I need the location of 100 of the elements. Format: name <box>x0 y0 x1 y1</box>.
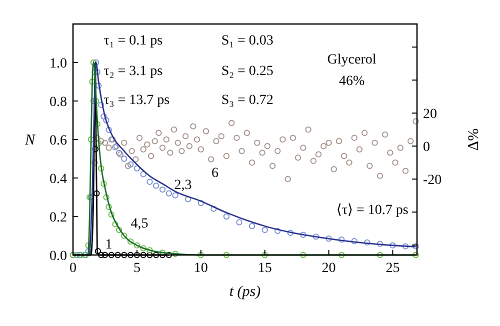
point <box>287 230 294 236</box>
point <box>159 252 166 258</box>
annotation: 6 <box>211 166 218 182</box>
point <box>146 252 153 258</box>
point <box>106 126 112 133</box>
point <box>198 200 204 206</box>
annotation: S₂ = 0.25 <box>221 64 274 80</box>
y-tick-label: 0.0 <box>50 249 67 264</box>
annotation: 1 <box>105 237 112 252</box>
point <box>140 252 146 258</box>
annotation: S₁ = 0.03 <box>221 33 274 48</box>
point <box>172 250 178 257</box>
point <box>108 252 114 258</box>
y-tick-label: 0.8 <box>50 95 67 110</box>
point <box>140 171 146 178</box>
point <box>198 252 204 258</box>
point <box>146 178 153 185</box>
point <box>94 248 102 254</box>
y-tick-label: 0.6 <box>50 134 67 148</box>
annotation: S₃ = 0.72 <box>221 93 274 108</box>
y2-axis-title: Δ% <box>466 128 482 151</box>
annotation: 2,3 <box>174 178 192 193</box>
point <box>376 252 384 258</box>
point <box>121 252 128 258</box>
point <box>262 252 268 258</box>
annotation: τ₃ = 13.7 ps <box>104 93 170 108</box>
point <box>106 204 112 210</box>
point <box>134 242 140 248</box>
point <box>172 192 178 198</box>
point <box>74 252 80 258</box>
point <box>102 252 108 258</box>
point <box>159 186 166 193</box>
point <box>300 232 306 238</box>
point <box>184 196 192 202</box>
y-tick-label: 0.2 <box>50 210 67 226</box>
x-tick-label: 5 <box>133 261 140 276</box>
point <box>300 252 306 258</box>
y-tick-label: 0.4 <box>50 172 67 187</box>
point <box>223 213 230 220</box>
point <box>153 252 160 258</box>
annotation: Glycerol <box>327 52 376 68</box>
annotation: τ₂ = 3.1 ps <box>104 64 163 80</box>
point <box>223 252 230 258</box>
point <box>103 194 110 200</box>
point <box>402 243 409 250</box>
point <box>98 165 104 172</box>
point <box>140 245 146 252</box>
annotation: τ₁ = 0.1 ps <box>104 33 163 48</box>
point <box>210 206 217 212</box>
point <box>100 180 107 187</box>
point <box>92 98 100 104</box>
annotation: 46% <box>338 74 365 89</box>
point <box>166 252 172 258</box>
point <box>274 228 281 234</box>
point <box>262 226 268 234</box>
point <box>108 211 114 218</box>
x-axis-title: t (ps) <box>229 284 261 300</box>
point <box>121 156 128 162</box>
y2-tick-label: 20 <box>423 107 437 122</box>
point <box>127 252 134 258</box>
y2-tick-label: -20 <box>423 173 442 188</box>
point <box>166 190 172 196</box>
point <box>412 243 419 250</box>
point <box>326 236 332 242</box>
point <box>121 232 128 239</box>
x-tick-label: 10 <box>194 261 208 276</box>
point <box>103 117 110 124</box>
point <box>127 238 134 245</box>
point <box>248 223 256 230</box>
point <box>95 82 102 89</box>
point <box>351 238 358 244</box>
point <box>376 240 384 247</box>
point <box>146 247 153 254</box>
point <box>98 252 104 258</box>
point <box>338 236 345 243</box>
point <box>364 239 370 246</box>
x-tick-label: 15 <box>258 261 272 276</box>
y-axis-title: N <box>24 132 36 148</box>
point <box>127 161 134 168</box>
point <box>134 252 140 258</box>
point <box>98 102 104 108</box>
point <box>312 234 320 240</box>
point <box>114 252 121 258</box>
point <box>159 250 166 256</box>
x-tick-label: 0 <box>70 261 76 276</box>
x-tick-label: 25 <box>386 261 400 276</box>
point <box>412 252 419 258</box>
y2-tick-label: 0 <box>423 140 430 156</box>
y-tick-label: 1.0 <box>50 56 67 72</box>
point <box>100 113 107 120</box>
point <box>94 190 100 196</box>
point <box>338 252 345 258</box>
point <box>390 242 396 248</box>
annotation: 4,5 <box>130 216 148 232</box>
x-tick-label: 20 <box>322 261 336 276</box>
point <box>134 165 140 172</box>
point <box>112 221 118 228</box>
point <box>116 226 122 234</box>
annotation: ⟨τ⟩ = 10.7 ps <box>336 202 408 218</box>
point <box>85 242 92 248</box>
